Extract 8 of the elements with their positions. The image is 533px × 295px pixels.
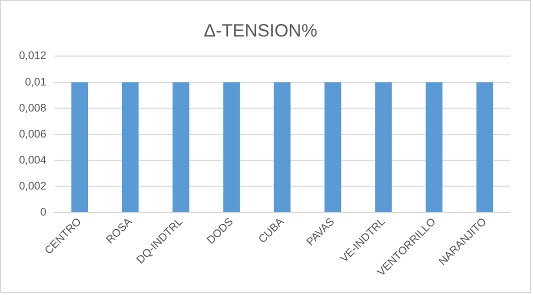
y-tick-label: 0,01 bbox=[25, 76, 46, 88]
y-tick-label: 0 bbox=[40, 206, 46, 218]
y-tick-label: 0,002 bbox=[18, 180, 46, 192]
chart-title: Δ-TENSION% bbox=[204, 20, 318, 41]
y-tick-label: 0,008 bbox=[18, 102, 46, 114]
y-tick-label: 0,012 bbox=[18, 50, 46, 62]
y-tick-label: 0,004 bbox=[18, 154, 46, 166]
y-tick-label: 0,006 bbox=[18, 128, 46, 140]
